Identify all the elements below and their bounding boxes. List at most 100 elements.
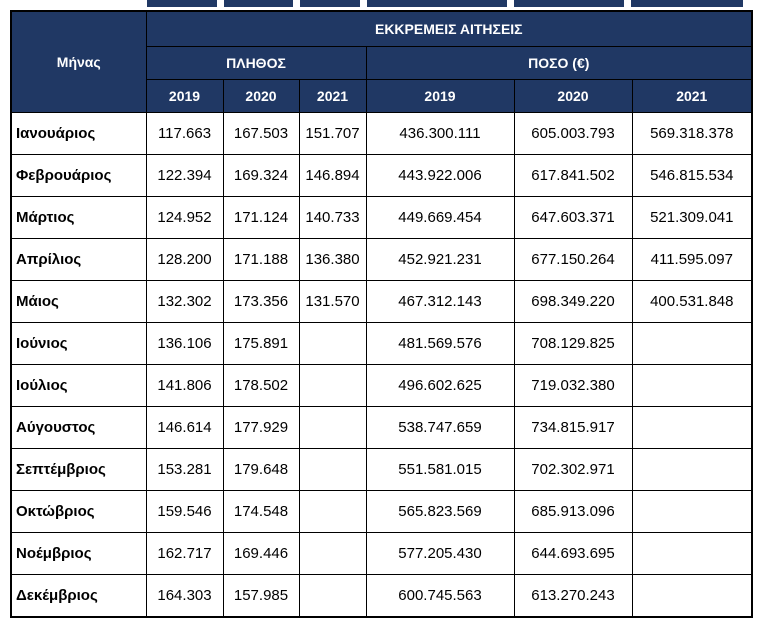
count-2021-cell: 151.707: [298, 112, 367, 155]
count-2019-cell: 164.303: [145, 574, 224, 618]
count-2019-cell: 162.717: [145, 532, 224, 575]
month-cell: Μάιος: [10, 280, 147, 323]
amount-2021-cell: 521.309.041: [631, 196, 753, 239]
table-row: Ιούνιος 136.106 175.891 481.569.576 708.…: [10, 322, 753, 365]
count-2021-cell: [298, 574, 367, 618]
table-row: Φεβρουάριος 122.394 169.324 146.894 443.…: [10, 154, 753, 197]
amount-2021-cell: 400.531.848: [631, 280, 753, 323]
count-2021-cell: [298, 448, 367, 491]
amount-2019-cell: 443.922.006: [365, 154, 515, 197]
amount-2019-cell: 551.581.015: [365, 448, 515, 491]
amount-2019-cell: 538.747.659: [365, 406, 515, 449]
table-row: Ιούλιος 141.806 178.502 496.602.625 719.…: [10, 364, 753, 407]
month-cell: Ιούνιος: [10, 322, 147, 365]
table-row: Απρίλιος 128.200 171.188 136.380 452.921…: [10, 238, 753, 281]
amount-2019-cell: 467.312.143: [365, 280, 515, 323]
count-2021-cell: 136.380: [298, 238, 367, 281]
year-header-count-2019: 2019: [145, 79, 224, 113]
month-cell: Φεβρουάριος: [10, 154, 147, 197]
pending-applications-table: Μήνας ΕΚΚΡΕΜΕΙΣ ΑΙΤΗΣΕΙΣ ΠΛΗΘΟΣ ΠΟΣΟ (€)…: [10, 10, 754, 618]
amount-2019-cell: 449.669.454: [365, 196, 515, 239]
count-2021-cell: [298, 532, 367, 575]
count-2020-cell: 167.503: [222, 112, 300, 155]
cropped-cell-remnant: [147, 0, 217, 7]
table-title: ΕΚΚΡΕΜΕΙΣ ΑΙΤΗΣΕΙΣ: [145, 10, 753, 47]
amount-2021-cell: [631, 490, 753, 533]
count-2021-cell: [298, 364, 367, 407]
count-2020-cell: 157.985: [222, 574, 300, 618]
amount-2021-cell: [631, 448, 753, 491]
count-2019-cell: 132.302: [145, 280, 224, 323]
year-header-amount-2021: 2021: [631, 79, 753, 113]
amount-2020-cell: 734.815.917: [513, 406, 633, 449]
group-header-count: ΠΛΗΘΟΣ: [145, 46, 367, 80]
amount-2021-cell: [631, 406, 753, 449]
month-cell: Οκτώβριος: [10, 490, 147, 533]
count-2021-cell: [298, 322, 367, 365]
amount-2020-cell: 677.150.264: [513, 238, 633, 281]
amount-2019-cell: 481.569.576: [365, 322, 515, 365]
amount-2019-cell: 577.205.430: [365, 532, 515, 575]
count-2019-cell: 159.546: [145, 490, 224, 533]
amount-2020-cell: 617.841.502: [513, 154, 633, 197]
month-cell: Ιανουάριος: [10, 112, 147, 155]
cropped-cell-remnant: [367, 0, 507, 7]
count-2020-cell: 173.356: [222, 280, 300, 323]
count-2021-cell: [298, 490, 367, 533]
amount-2021-cell: 569.318.378: [631, 112, 753, 155]
amount-2020-cell: 708.129.825: [513, 322, 633, 365]
count-2020-cell: 171.188: [222, 238, 300, 281]
month-cell: Σεπτέμβριος: [10, 448, 147, 491]
amount-2021-cell: [631, 364, 753, 407]
table-row: Σεπτέμβριος 153.281 179.648 551.581.015 …: [10, 448, 753, 491]
count-2019-cell: 124.952: [145, 196, 224, 239]
amount-2020-cell: 702.302.971: [513, 448, 633, 491]
table-row: Ιανουάριος 117.663 167.503 151.707 436.3…: [10, 112, 753, 155]
amount-2020-cell: 719.032.380: [513, 364, 633, 407]
month-column-header: Μήνας: [10, 10, 147, 113]
count-2019-cell: 153.281: [145, 448, 224, 491]
amount-2021-cell: 546.815.534: [631, 154, 753, 197]
count-2019-cell: 136.106: [145, 322, 224, 365]
count-2021-cell: [298, 406, 367, 449]
table-row: Μάρτιος 124.952 171.124 140.733 449.669.…: [10, 196, 753, 239]
amount-2021-cell: 411.595.097: [631, 238, 753, 281]
count-2021-cell: 131.570: [298, 280, 367, 323]
amount-2020-cell: 698.349.220: [513, 280, 633, 323]
cropped-cell-remnant: [300, 0, 360, 7]
count-2020-cell: 174.548: [222, 490, 300, 533]
month-cell: Απρίλιος: [10, 238, 147, 281]
amount-2021-cell: [631, 322, 753, 365]
year-header-count-2020: 2020: [222, 79, 300, 113]
amount-2020-cell: 647.603.371: [513, 196, 633, 239]
count-2020-cell: 179.648: [222, 448, 300, 491]
month-cell: Αύγουστος: [10, 406, 147, 449]
month-cell: Δεκέμβριος: [10, 574, 147, 618]
year-header-amount-2019: 2019: [365, 79, 515, 113]
count-2020-cell: 171.124: [222, 196, 300, 239]
amount-2020-cell: 685.913.096: [513, 490, 633, 533]
cropped-cell-remnant: [224, 0, 293, 7]
amount-2019-cell: 565.823.569: [365, 490, 515, 533]
group-header-amount: ΠΟΣΟ (€): [365, 46, 753, 80]
amount-2021-cell: [631, 532, 753, 575]
amount-2019-cell: 600.745.563: [365, 574, 515, 618]
table-row: Νοέμβριος 162.717 169.446 577.205.430 64…: [10, 532, 753, 575]
count-2019-cell: 122.394: [145, 154, 224, 197]
cropped-cell-remnant: [631, 0, 743, 7]
month-cell: Νοέμβριος: [10, 532, 147, 575]
count-2019-cell: 117.663: [145, 112, 224, 155]
cropped-row-remnant: [147, 0, 768, 7]
amount-2021-cell: [631, 574, 753, 618]
count-2020-cell: 175.891: [222, 322, 300, 365]
count-2021-cell: 146.894: [298, 154, 367, 197]
count-2019-cell: 146.614: [145, 406, 224, 449]
table-row: Οκτώβριος 159.546 174.548 565.823.569 68…: [10, 490, 753, 533]
count-2020-cell: 169.324: [222, 154, 300, 197]
amount-2020-cell: 613.270.243: [513, 574, 633, 618]
count-2020-cell: 169.446: [222, 532, 300, 575]
year-header-count-2021: 2021: [298, 79, 367, 113]
table-row: Αύγουστος 146.614 177.929 538.747.659 73…: [10, 406, 753, 449]
count-2021-cell: 140.733: [298, 196, 367, 239]
